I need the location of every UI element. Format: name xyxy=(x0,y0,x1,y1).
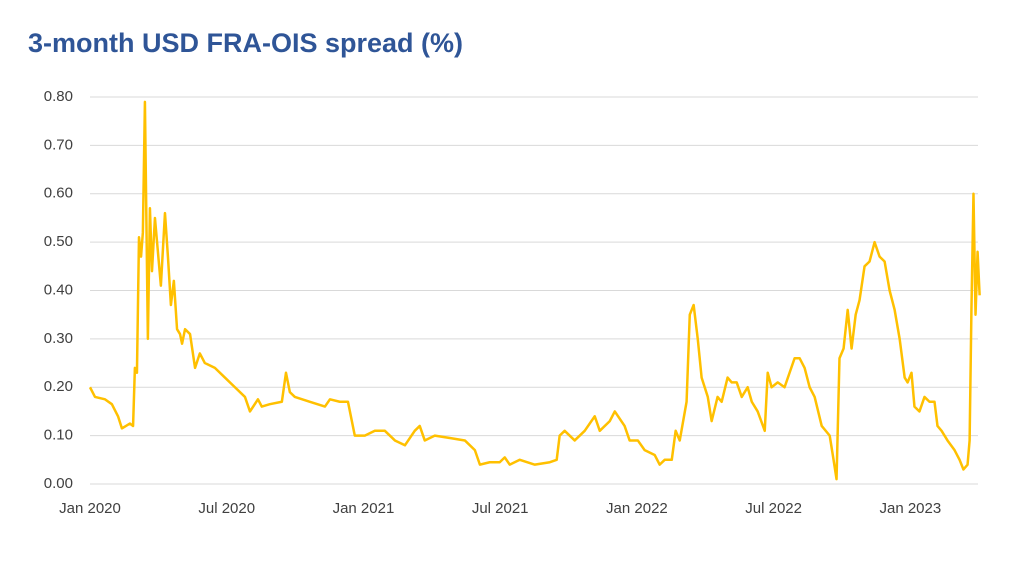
y-tick-label: 0.20 xyxy=(44,378,73,395)
y-tick-label: 0.70 xyxy=(44,136,73,153)
x-tick-label: Jan 2021 xyxy=(333,500,395,517)
y-tick-label: 0.00 xyxy=(44,475,73,492)
y-tick-label: 0.80 xyxy=(44,88,73,105)
y-tick-label: 0.50 xyxy=(44,233,73,250)
y-tick-label: 0.60 xyxy=(44,185,73,202)
x-tick-label: Jul 2021 xyxy=(472,500,529,517)
x-tick-label: Jan 2022 xyxy=(606,500,668,517)
y-tick-label: 0.30 xyxy=(44,330,73,347)
x-tick-label: Jul 2022 xyxy=(745,500,802,517)
y-tick-label: 0.40 xyxy=(44,281,73,298)
chart-title: 3-month USD FRA-OIS spread (%) xyxy=(28,28,463,58)
x-tick-label: Jan 2023 xyxy=(879,500,941,517)
x-tick-label: Jan 2020 xyxy=(59,500,121,517)
data-line xyxy=(88,100,981,481)
y-tick-label: 0.10 xyxy=(44,427,73,444)
x-tick-label: Jul 2020 xyxy=(198,500,255,517)
